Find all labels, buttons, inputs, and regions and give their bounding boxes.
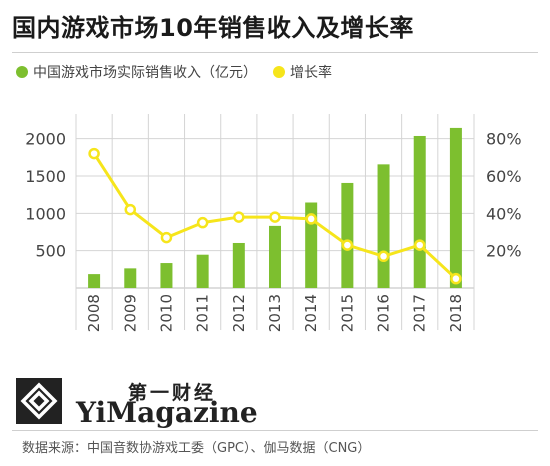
x-tick-label: 2013 (266, 294, 284, 332)
revenue-bar (377, 164, 390, 288)
y2-tick-label: 40% (486, 204, 522, 223)
revenue-bar (232, 242, 245, 288)
growth-point (377, 250, 390, 263)
title-divider (12, 52, 538, 53)
revenue-bar (413, 135, 426, 288)
growth-point (124, 203, 137, 216)
x-tick-label: 2008 (85, 294, 103, 332)
revenue-bar (305, 202, 318, 288)
y2-tick-label: 60% (486, 167, 522, 186)
y-tick-label: 2000 (25, 130, 66, 149)
legend-swatch-revenue (16, 66, 28, 78)
x-tick-label: 2012 (230, 294, 248, 332)
revenue-bar (449, 127, 462, 288)
revenue-bar (124, 268, 137, 288)
y2-tick-label: 20% (486, 242, 522, 261)
y-tick-label: 500 (35, 242, 66, 261)
legend-swatch-growth (273, 66, 285, 78)
revenue-bar (269, 225, 281, 288)
legend: 中国游戏市场实际销售收入（亿元） 增长率 (16, 62, 348, 82)
legend-item-revenue: 中国游戏市场实际销售收入（亿元） (16, 62, 257, 82)
y-tick-label: 1000 (25, 204, 66, 223)
x-tick-label: 2009 (121, 294, 139, 332)
x-tick-label: 2017 (411, 294, 429, 332)
growth-point (413, 239, 426, 251)
growth-point (341, 239, 354, 251)
x-tick-label: 2015 (338, 294, 356, 332)
y-tick-label: 1500 (25, 167, 66, 186)
chart-title: 国内游戏市场10年销售收入及增长率 (12, 14, 414, 42)
x-tick-label: 2010 (157, 294, 175, 332)
growth-point (196, 216, 209, 229)
growth-point (450, 272, 462, 285)
legend-label-growth: 增长率 (290, 65, 332, 81)
revenue-bar (88, 274, 101, 288)
growth-point (160, 231, 173, 244)
data-source: 数据来源：中国音数协游戏工委（GPC）、伽马数据（CNG） (22, 441, 371, 456)
legend-label-revenue: 中国游戏市场实际销售收入（亿元） (33, 65, 257, 81)
x-tick-label: 2018 (447, 294, 465, 332)
x-tick-label: 2016 (375, 294, 393, 332)
growth-point (269, 211, 281, 223)
growth-point (305, 213, 317, 225)
footer-divider (12, 430, 538, 431)
revenue-growth-chart: 500 1000 1500 2000 20% 40% 60% 80% 2008 2009 201… (25, 114, 522, 332)
brand-chinese-name: 第一财经 (128, 382, 217, 404)
revenue-bar (160, 263, 173, 288)
legend-item-growth: 增长率 (273, 62, 332, 82)
revenue-bar (341, 182, 354, 288)
x-tick-label: 2011 (194, 294, 212, 332)
brand-english-name: YiMagazine (76, 396, 258, 429)
y2-tick-label: 80% (486, 130, 522, 149)
growth-point (88, 147, 100, 160)
revenue-bar (196, 254, 209, 288)
growth-point (233, 211, 245, 223)
x-tick-label: 2014 (302, 294, 320, 332)
yimagazine-logo-icon (16, 378, 62, 424)
